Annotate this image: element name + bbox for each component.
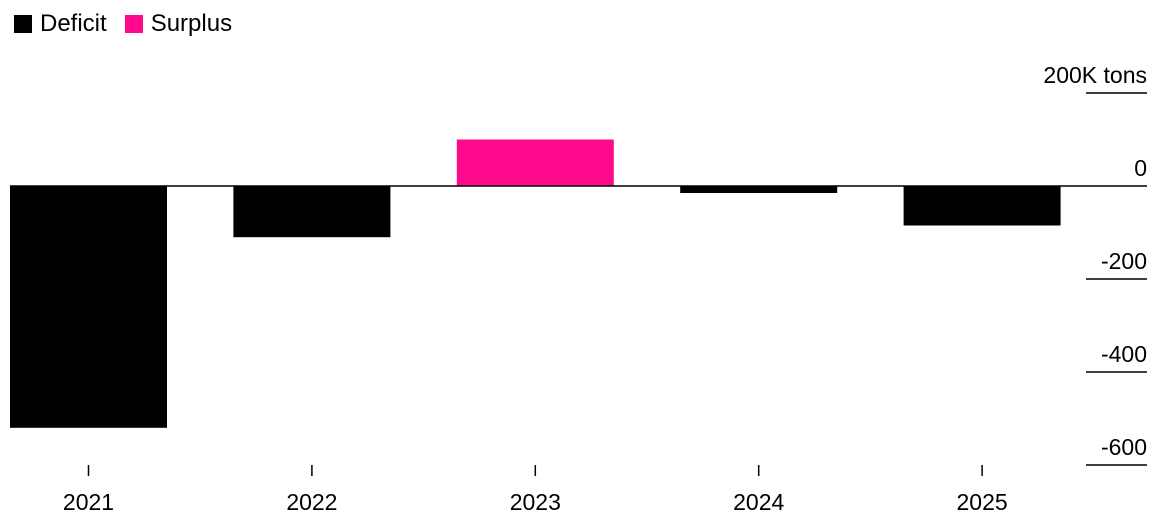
legend-item-deficit: Deficit <box>14 8 107 40</box>
x-tick-label-2023: 2023 <box>510 489 561 515</box>
y-tick-label--600: -600 <box>1101 434 1147 460</box>
x-tick-label-2021: 2021 <box>63 489 114 515</box>
y-tick-label-200: 200K tons <box>1043 62 1147 88</box>
x-tick-label-2024: 2024 <box>733 489 784 515</box>
surplus-swatch <box>124 15 143 33</box>
y-tick-label--200: -200 <box>1101 248 1147 274</box>
legend-item-surplus: Surplus <box>124 8 233 40</box>
x-tick-label-2025: 2025 <box>957 489 1008 515</box>
bar-2025 <box>903 186 1061 226</box>
bar-2023 <box>456 139 614 186</box>
deficit-swatch <box>14 15 32 33</box>
legend: Deficit Surplus <box>14 8 250 40</box>
bar-2024 <box>680 186 838 193</box>
bar-2021 <box>10 186 167 428</box>
legend-label-surplus: Surplus <box>150 10 233 37</box>
y-tick-label-0: 0 <box>1134 155 1147 181</box>
bar-2022 <box>233 186 391 238</box>
legend-label-deficit: Deficit <box>40 10 107 37</box>
y-tick-label--400: -400 <box>1101 341 1147 367</box>
x-tick-label-2022: 2022 <box>286 489 337 515</box>
